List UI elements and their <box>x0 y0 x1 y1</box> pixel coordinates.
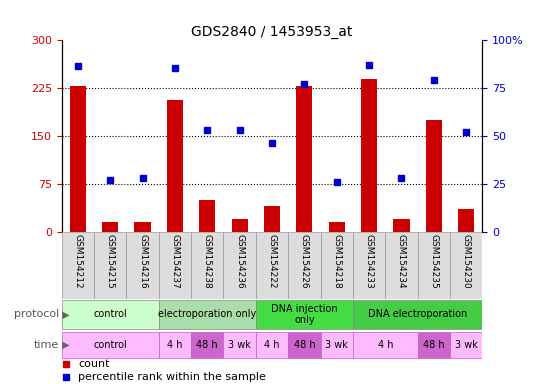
Text: 3 wk: 3 wk <box>228 339 251 350</box>
Text: control: control <box>93 310 127 319</box>
Text: GSM154234: GSM154234 <box>397 233 406 288</box>
Text: GSM154218: GSM154218 <box>332 233 341 288</box>
Bar <box>264 206 280 232</box>
Bar <box>224 232 256 299</box>
Text: 48 h: 48 h <box>197 339 218 350</box>
Bar <box>450 232 482 299</box>
Bar <box>224 332 256 358</box>
Bar <box>102 222 118 232</box>
Title: GDS2840 / 1453953_at: GDS2840 / 1453953_at <box>191 25 353 38</box>
Text: GSM154236: GSM154236 <box>235 233 244 288</box>
Bar <box>393 219 410 232</box>
Text: GSM154233: GSM154233 <box>364 233 374 288</box>
Bar <box>361 79 377 232</box>
Text: count: count <box>78 359 110 369</box>
Bar <box>321 332 353 358</box>
Text: time: time <box>34 339 59 350</box>
Bar <box>70 86 86 232</box>
Bar <box>191 232 224 299</box>
Text: GSM154238: GSM154238 <box>203 233 212 288</box>
Bar <box>426 119 442 232</box>
Bar <box>159 332 191 358</box>
Text: 4 h: 4 h <box>167 339 183 350</box>
Text: GSM154215: GSM154215 <box>106 233 115 288</box>
Text: 3 wk: 3 wk <box>455 339 478 350</box>
Bar <box>418 332 450 358</box>
Text: electroporation only: electroporation only <box>158 310 256 319</box>
Bar <box>135 222 151 232</box>
Bar <box>321 232 353 299</box>
Text: GSM154216: GSM154216 <box>138 233 147 288</box>
Text: protocol: protocol <box>14 310 59 319</box>
Bar <box>418 232 450 299</box>
Bar <box>159 300 256 329</box>
Bar <box>256 300 353 329</box>
Bar <box>353 300 482 329</box>
Bar <box>353 232 385 299</box>
Text: 4 h: 4 h <box>377 339 393 350</box>
Text: GSM154237: GSM154237 <box>170 233 180 288</box>
Bar <box>329 222 345 232</box>
Text: DNA electroporation: DNA electroporation <box>368 310 467 319</box>
Bar <box>62 332 159 358</box>
Bar <box>191 332 224 358</box>
Bar <box>385 232 418 299</box>
Bar <box>232 219 248 232</box>
Text: 3 wk: 3 wk <box>325 339 348 350</box>
Text: 4 h: 4 h <box>264 339 280 350</box>
Bar <box>256 332 288 358</box>
Text: GSM154226: GSM154226 <box>300 233 309 288</box>
Text: percentile rank within the sample: percentile rank within the sample <box>78 372 266 382</box>
Bar <box>126 232 159 299</box>
Bar <box>288 232 321 299</box>
Text: GSM154212: GSM154212 <box>73 233 83 288</box>
Bar <box>256 232 288 299</box>
Bar <box>450 332 482 358</box>
Text: control: control <box>93 339 127 350</box>
Bar <box>94 232 126 299</box>
Text: GSM154235: GSM154235 <box>429 233 438 288</box>
Text: GSM154230: GSM154230 <box>461 233 471 288</box>
Bar <box>62 300 159 329</box>
Text: GSM154222: GSM154222 <box>267 233 277 288</box>
Text: DNA injection
only: DNA injection only <box>271 304 338 325</box>
Bar <box>353 332 418 358</box>
Bar <box>296 86 312 232</box>
Bar <box>159 232 191 299</box>
Text: ▶: ▶ <box>59 339 70 350</box>
Bar <box>167 100 183 232</box>
Text: 48 h: 48 h <box>294 339 315 350</box>
Bar <box>288 332 321 358</box>
Bar <box>458 209 474 232</box>
Bar <box>62 232 94 299</box>
Text: 48 h: 48 h <box>423 339 445 350</box>
Bar <box>199 200 215 232</box>
Text: ▶: ▶ <box>59 310 70 319</box>
